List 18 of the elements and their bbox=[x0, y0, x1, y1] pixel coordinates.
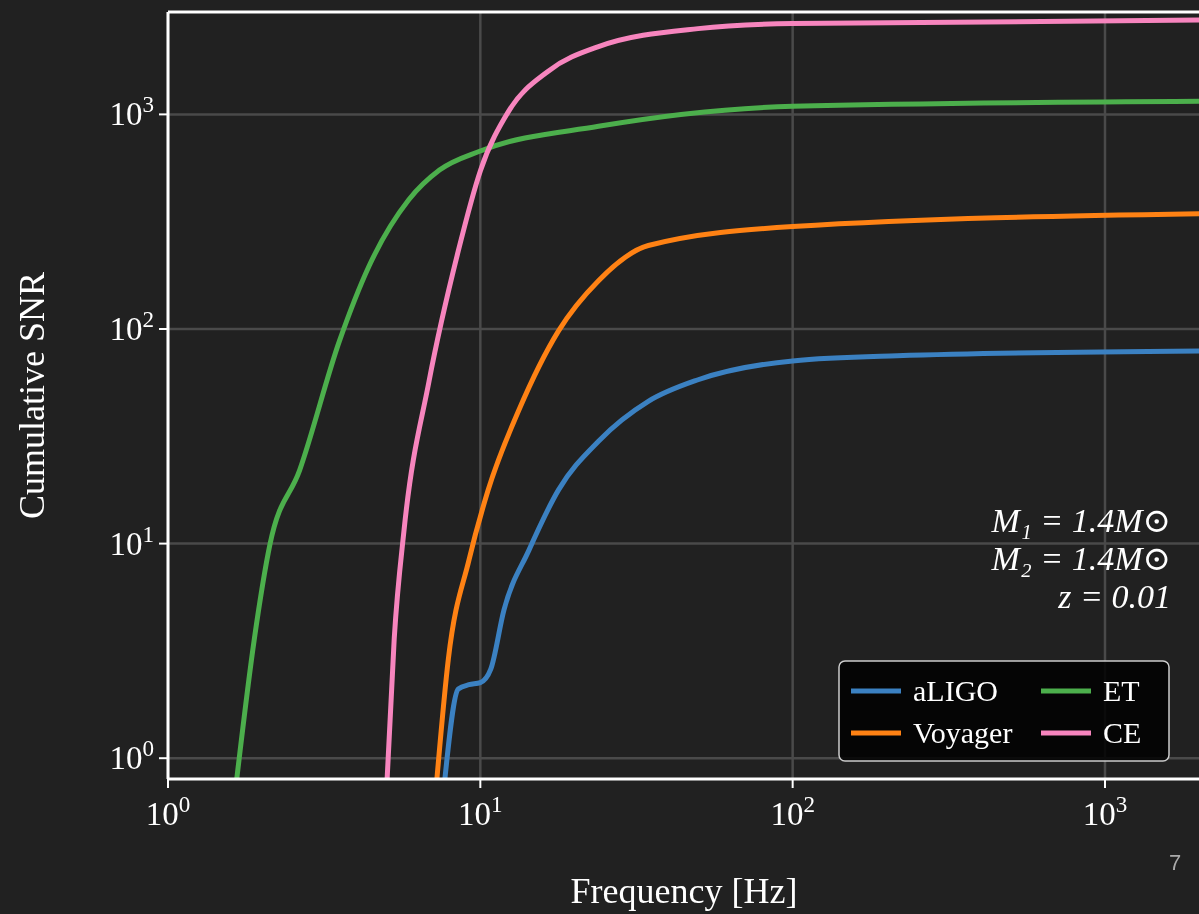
y-tick-label: 10$^{2}$ bbox=[109, 306, 154, 347]
legend-label: aLIGO bbox=[913, 674, 998, 707]
legend-label: ET bbox=[1103, 674, 1140, 707]
x-tick-label: 10$^{1}$ bbox=[458, 791, 503, 832]
x-tick-label: 10$^{3}$ bbox=[1082, 791, 1128, 832]
legend-label: Voyager bbox=[913, 716, 1013, 749]
y-tick-label: 10$^{3}$ bbox=[109, 91, 154, 133]
x-tick-label: 10$^{0}$ bbox=[145, 791, 191, 832]
text: 7 bbox=[1168, 850, 1182, 875]
annotation: M₁ = 1.4M⊙ bbox=[990, 502, 1171, 539]
y-tick-label: 10$^{1}$ bbox=[109, 520, 154, 562]
y-tick-label: 10$^{0}$ bbox=[109, 735, 154, 777]
y-axis-title: Cumulative SNR bbox=[12, 271, 52, 520]
legend-label: CE bbox=[1103, 716, 1142, 749]
annotation: M₂ = 1.4M⊙ bbox=[990, 540, 1171, 577]
annotation: z = 0.01 bbox=[1057, 578, 1171, 615]
x-tick-label: 10$^{2}$ bbox=[770, 791, 815, 832]
x-axis-title: Frequency [Hz] bbox=[570, 871, 798, 911]
